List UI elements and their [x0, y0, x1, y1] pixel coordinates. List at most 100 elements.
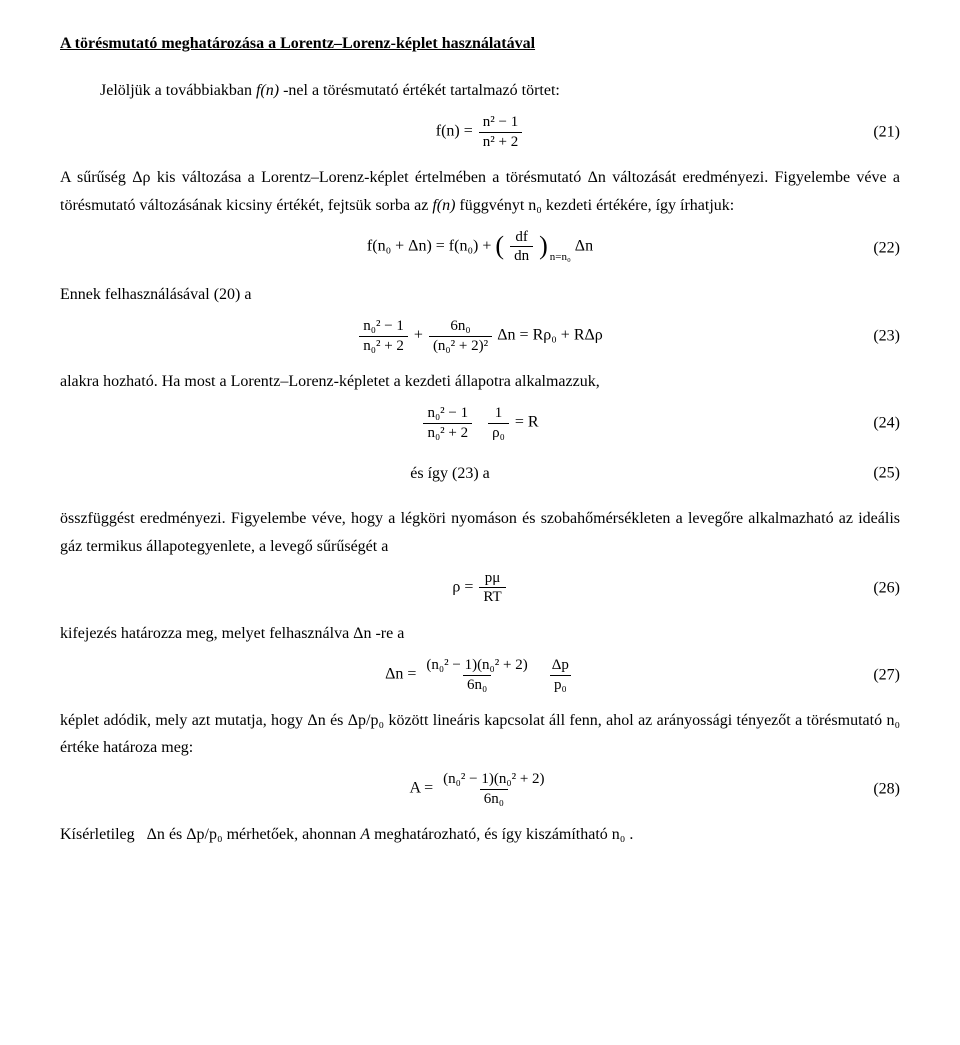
text: Kísérletileg: [60, 826, 147, 843]
text: függvényt: [459, 197, 528, 214]
paragraph-9: Kísérletileg Δn és Δp/p₀ mérhetőek, ahon…: [60, 821, 900, 848]
plus: +: [414, 327, 427, 344]
text: és: [169, 826, 186, 843]
numerator: Δp: [548, 657, 573, 675]
equation-body: ρ = pμ RT: [452, 570, 507, 606]
equation-25: és így (23) a (25): [60, 455, 900, 491]
inline-math-dn: Δn: [588, 169, 606, 186]
subscript: n=n₀: [550, 248, 571, 267]
fraction: n² − 1 n² + 2: [479, 114, 522, 150]
equation-label: és így (23) a: [410, 460, 490, 487]
text: kifejezés határozza meg, melyet felhaszn…: [60, 625, 353, 642]
lhs: A =: [409, 780, 437, 797]
section-title: A törésmutató meghatározása a Lorentz–Lo…: [60, 30, 900, 57]
equation-22: f(n₀ + Δn) = f(n₀) + ( df dn ) n=n₀ Δn (…: [60, 229, 900, 267]
paragraph-3: Ennek felhasználásával (20) a: [60, 281, 900, 308]
equation-body: f(n) = n² − 1 n² + 2: [436, 114, 524, 150]
numerator: 1: [491, 405, 507, 423]
rhs: Δn = Rρ₀ + RΔρ: [497, 327, 603, 344]
inline-math-ratio: Δp/p₀: [348, 712, 384, 729]
equation-number: (21): [873, 119, 900, 146]
inline-math-fn: f(n): [432, 197, 455, 214]
equation-26: ρ = pμ RT (26): [60, 570, 900, 606]
numerator: n₀² − 1: [359, 318, 408, 336]
equation-28: A = (n₀² − 1)(n₀² + 2) 6n₀ (28): [60, 771, 900, 807]
equation-number: (22): [873, 234, 900, 261]
equation-21: f(n) = n² − 1 n² + 2 (21): [60, 114, 900, 150]
equation-body: n₀² − 1 n₀² + 2 + 6n₀ (n₀² + 2)² Δn = Rρ…: [357, 318, 603, 354]
numerator: df: [511, 229, 532, 247]
text: kis változása a Lorentz–Lorenz-képlet ér…: [157, 169, 588, 186]
equation-body: f(n₀ + Δn) = f(n₀) + ( df dn ) n=n₀ Δn: [367, 229, 593, 267]
equation-number: (27): [873, 661, 900, 688]
numerator: n₀² − 1: [423, 405, 472, 423]
lhs: f(n₀ + Δn) = f(n₀) +: [367, 237, 495, 254]
rhs: = R: [515, 414, 539, 431]
paragraph-4: alakra hozható. Ha most a Lorentz–Lorenz…: [60, 368, 900, 395]
denominator: 6n₀: [463, 675, 491, 694]
inline-math-n0: n₀: [612, 826, 626, 843]
paragraph-1: Jelöljük a továbbiakban f(n) -nel a töré…: [60, 77, 900, 104]
inline-math-drho: Δρ: [132, 169, 150, 186]
inline-math-dn: Δn: [147, 826, 165, 843]
paragraph-8: képlet adódik, mely azt mutatja, hogy Δn…: [60, 707, 900, 761]
inline-math-dn: Δn: [353, 625, 371, 642]
denominator: 6n₀: [480, 789, 508, 808]
text: -re a: [375, 625, 404, 642]
numerator: 6n₀: [446, 318, 474, 336]
lhs: ρ =: [452, 579, 477, 596]
text: kezdeti értékére, így írhatjuk:: [546, 197, 734, 214]
denominator: p₀: [550, 675, 571, 694]
lhs: Δn =: [385, 666, 420, 683]
fraction-1: n₀² − 1 n₀² + 2: [423, 405, 472, 441]
paragraph-7: kifejezés határozza meg, melyet felhaszn…: [60, 620, 900, 647]
numerator: n² − 1: [479, 114, 522, 132]
denominator: ρ₀: [488, 423, 509, 442]
inline-math-n0: n₀: [886, 712, 900, 729]
equation-27: Δn = (n₀² − 1)(n₀² + 2) 6n₀ Δp p₀ (27): [60, 657, 900, 693]
denominator: RT: [479, 587, 505, 606]
fraction-1: n₀² − 1 n₀² + 2: [359, 318, 408, 354]
text: között lineáris kapcsolat áll fenn, ahol…: [388, 712, 886, 729]
tail: Δn: [575, 237, 593, 254]
equation-number: (25): [873, 460, 900, 487]
denominator: dn: [510, 246, 533, 265]
text: értéke határoza meg:: [60, 739, 193, 756]
text: -nel a törésmutató értékét tartalmazó tö…: [283, 82, 560, 99]
equation-number: (24): [873, 410, 900, 437]
inline-math-A: A: [360, 826, 370, 843]
text: mérhetőek, ahonnan: [227, 826, 361, 843]
equation-24: n₀² − 1 n₀² + 2 1 ρ₀ = R (24): [60, 405, 900, 441]
equation-23: n₀² − 1 n₀² + 2 + 6n₀ (n₀² + 2)² Δn = Rρ…: [60, 318, 900, 354]
fraction-2: 1 ρ₀: [488, 405, 509, 441]
text: Jelöljük a továbbiakban: [100, 82, 256, 99]
equation-number: (26): [873, 574, 900, 601]
numerator: (n₀² − 1)(n₀² + 2): [422, 657, 531, 675]
fraction-2: Δp p₀: [548, 657, 573, 693]
numerator: pμ: [481, 570, 505, 588]
text: .: [629, 826, 633, 843]
denominator: n² + 2: [479, 132, 522, 151]
inline-math-dn: Δn: [307, 712, 325, 729]
inline-math-ratio: Δp/p₀: [186, 826, 222, 843]
equation-number: (23): [873, 323, 900, 350]
denominator: n₀² + 2: [423, 423, 472, 442]
fraction: (n₀² − 1)(n₀² + 2) 6n₀: [439, 771, 548, 807]
equation-body: A = (n₀² − 1)(n₀² + 2) 6n₀: [409, 771, 550, 807]
text: A sűrűség: [60, 169, 132, 186]
paragraph-6: összfüggést eredményezi. Figyelembe véve…: [60, 505, 900, 559]
paragraph-2: A sűrűség Δρ kis változása a Lorentz–Lor…: [60, 164, 900, 218]
denominator: (n₀² + 2)²: [429, 336, 492, 355]
denominator: n₀² + 2: [359, 336, 408, 355]
text: képlet adódik, mely azt mutatja, hogy: [60, 712, 307, 729]
numerator: (n₀² − 1)(n₀² + 2): [439, 771, 548, 789]
inline-math-fn: f(n): [256, 82, 279, 99]
text: és: [330, 712, 348, 729]
fraction-1: (n₀² − 1)(n₀² + 2) 6n₀: [422, 657, 531, 693]
fraction-2: 6n₀ (n₀² + 2)²: [429, 318, 492, 354]
equation-body: Δn = (n₀² − 1)(n₀² + 2) 6n₀ Δp p₀: [385, 657, 575, 693]
equation-body: n₀² − 1 n₀² + 2 1 ρ₀ = R: [421, 405, 538, 441]
inline-math-n0: n₀: [528, 197, 542, 214]
fraction-df-dn: df dn: [510, 229, 533, 265]
text: meghatározható, és így kiszámítható: [374, 826, 612, 843]
